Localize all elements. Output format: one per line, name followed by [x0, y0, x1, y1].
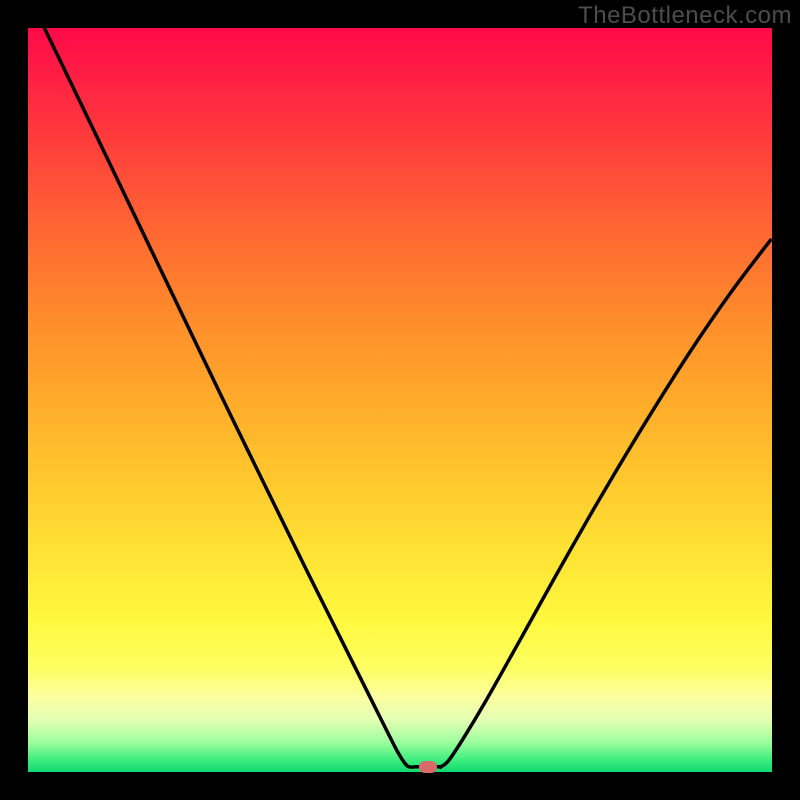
bottleneck-marker	[419, 761, 437, 773]
curve-svg	[28, 28, 772, 772]
attribution-text: TheBottleneck.com	[578, 2, 792, 30]
plot-area	[28, 28, 772, 772]
v-curve-path	[44, 28, 770, 767]
